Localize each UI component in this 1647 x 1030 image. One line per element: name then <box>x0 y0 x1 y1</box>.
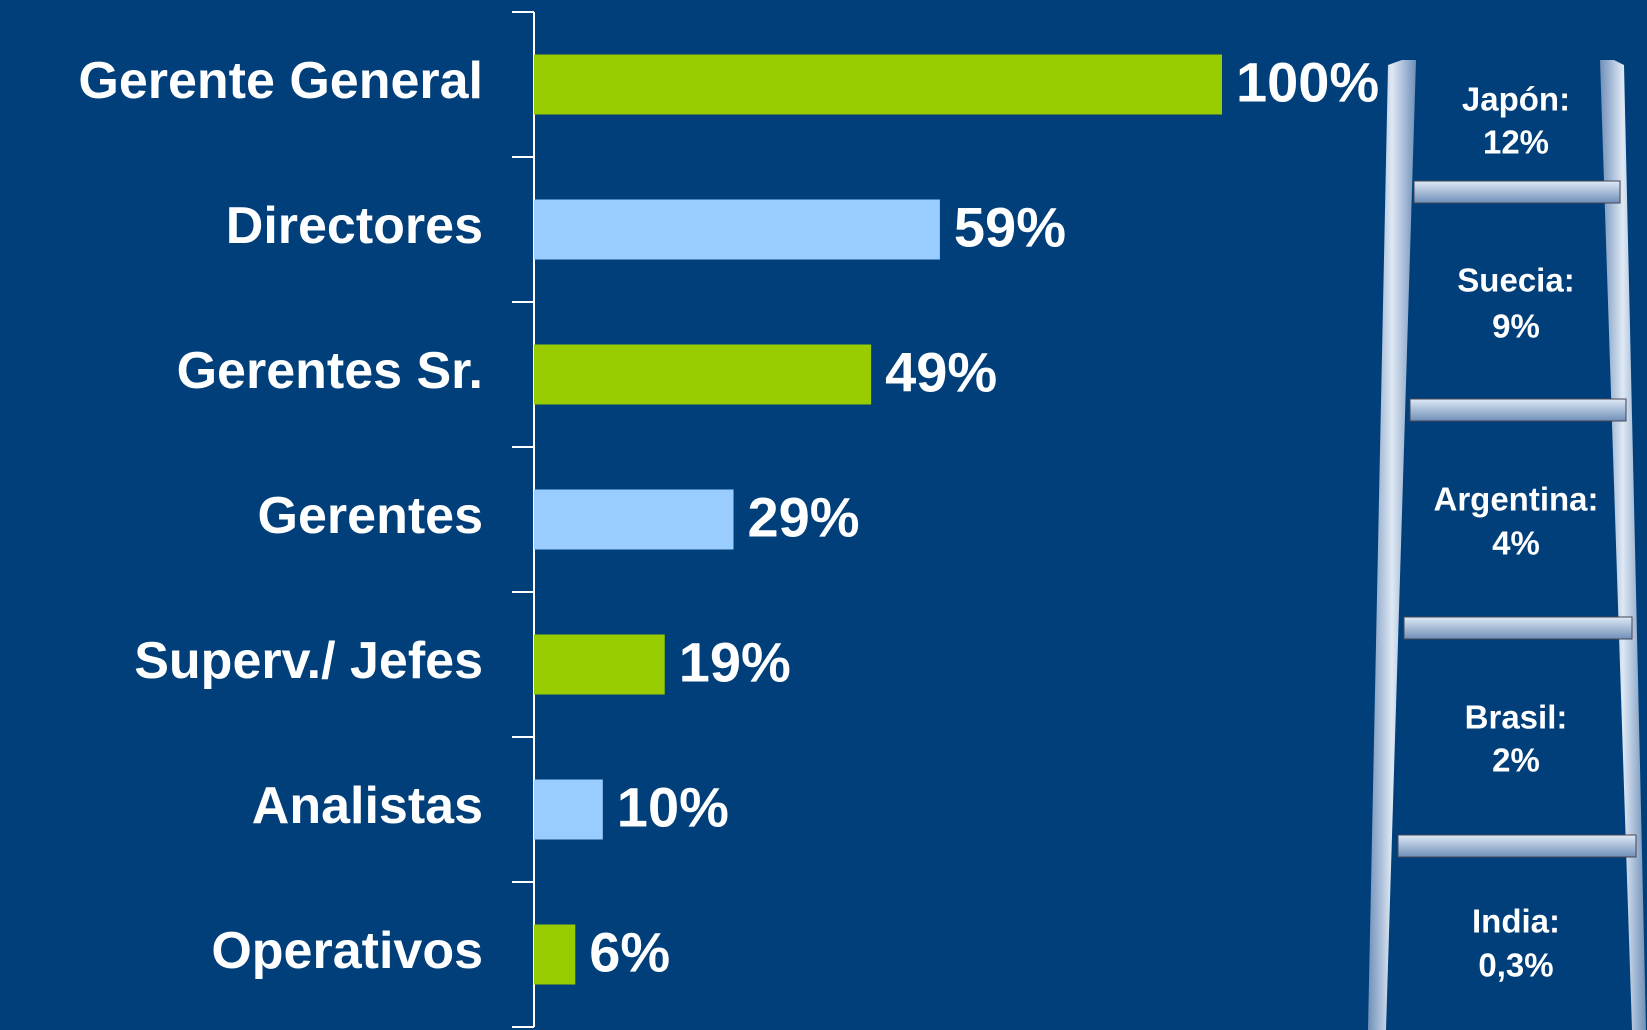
ladder-share: 0,3% <box>1478 947 1553 984</box>
ladder-rung <box>1414 181 1620 203</box>
value-label: 10% <box>617 775 729 838</box>
ladder-share: 2% <box>1492 742 1540 779</box>
ladder-share: 9% <box>1492 308 1540 345</box>
ladder-country: Brasil: <box>1465 699 1568 736</box>
value-label: 59% <box>954 195 1066 258</box>
category-label: Operativos <box>211 922 483 980</box>
value-label: 6% <box>589 920 670 983</box>
chart: Gerente General 100% Directores 59% Gerentes… <box>0 0 1647 1030</box>
bar <box>534 490 734 550</box>
bar <box>534 200 940 260</box>
category-label: Gerente General <box>78 52 483 110</box>
ladder-rung <box>1404 617 1632 639</box>
ladder-rung <box>1410 399 1626 421</box>
category-label: Directores <box>226 197 483 255</box>
bar <box>534 925 575 985</box>
bar <box>534 345 871 405</box>
category-label: Gerentes <box>258 487 483 545</box>
bar <box>534 55 1222 115</box>
ladder-country: Japón: <box>1462 81 1570 118</box>
ladder-rung <box>1398 835 1636 857</box>
ladder-country: Argentina: <box>1434 481 1599 518</box>
ladder-share: 12% <box>1483 124 1549 161</box>
value-label: 100% <box>1236 50 1379 113</box>
ladder-country: Suecia: <box>1457 262 1574 299</box>
value-label: 49% <box>885 340 997 403</box>
category-label: Superv./ Jefes <box>134 632 483 690</box>
bar <box>534 780 603 840</box>
ladder-country: India: <box>1472 903 1560 940</box>
ladder-share: 4% <box>1492 525 1540 562</box>
value-label: 29% <box>748 485 860 548</box>
category-label: Analistas <box>252 777 483 835</box>
bar <box>534 635 665 695</box>
value-label: 19% <box>679 630 791 693</box>
category-label: Gerentes Sr. <box>177 342 483 400</box>
